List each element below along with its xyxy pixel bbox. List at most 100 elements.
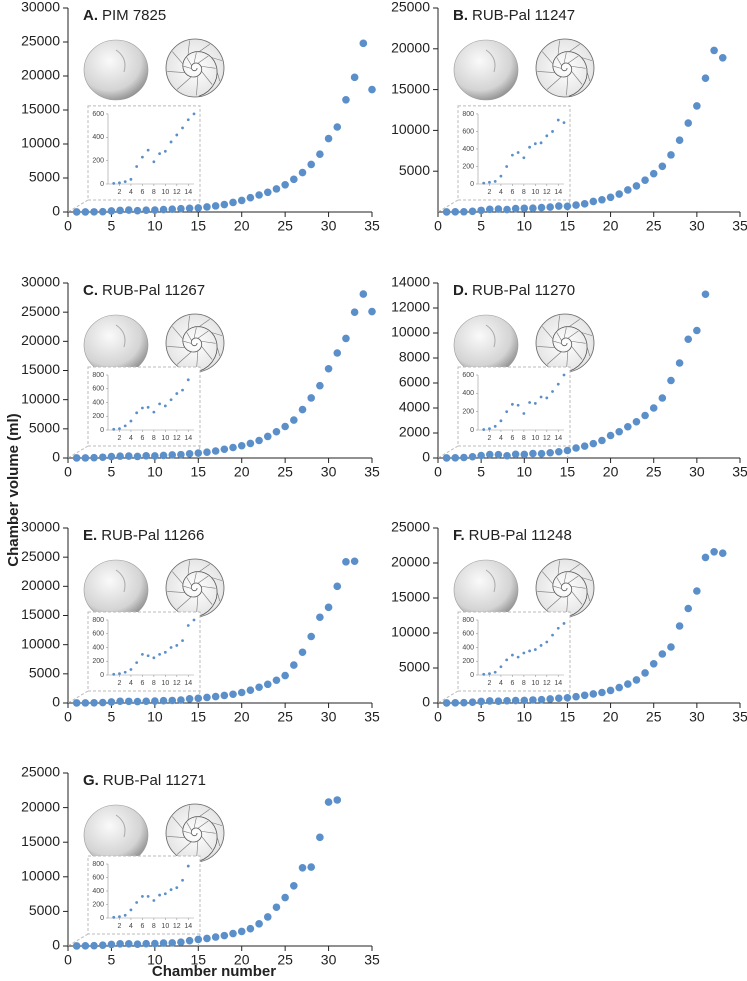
point <box>229 929 237 938</box>
y-tick-label: 15000 <box>21 833 60 849</box>
point <box>142 697 150 706</box>
point <box>151 697 159 705</box>
inset-point <box>186 118 190 122</box>
panel-title: C. RUB-Pal 11267 <box>83 282 205 299</box>
point <box>684 335 693 344</box>
point <box>220 200 229 209</box>
x-tick-label: 25 <box>277 464 293 480</box>
shell-septum <box>176 76 192 90</box>
inset-x-tick-label: 14 <box>184 435 192 442</box>
y-tick-label: 20000 <box>391 554 430 570</box>
inset-point <box>562 373 566 377</box>
inset-point <box>493 670 497 674</box>
point <box>211 447 220 455</box>
shell-septum <box>586 592 591 602</box>
x-tick-label: 0 <box>64 709 72 725</box>
inset-x-tick-label: 8 <box>522 680 526 687</box>
inset-point <box>112 427 116 431</box>
point <box>272 676 281 685</box>
y-tick-label: 25000 <box>21 764 60 780</box>
inset-y-tick-label: 0 <box>470 672 474 679</box>
y-tick-label: 20000 <box>391 40 430 56</box>
shell-septum <box>199 563 210 572</box>
inset-point <box>493 179 497 183</box>
shell-septum <box>557 315 560 331</box>
shell-spiral <box>182 326 218 372</box>
panel-title: E. RUB-Pal 11266 <box>83 527 204 544</box>
point <box>624 680 632 688</box>
point <box>368 85 376 94</box>
point <box>290 175 298 184</box>
inset-point <box>551 633 554 637</box>
inset-point <box>516 403 520 407</box>
y-tick-label: 30000 <box>21 274 60 290</box>
inset-point <box>482 672 486 676</box>
inset-y-tick-label: 400 <box>92 888 104 895</box>
x-tick-label: 10 <box>516 464 532 480</box>
inset-point <box>169 888 173 892</box>
inset-point <box>505 658 509 662</box>
point <box>494 450 503 459</box>
point <box>350 557 359 566</box>
shell-spiral <box>182 816 218 862</box>
inset-point <box>123 180 127 184</box>
y-tick-label: 10000 <box>391 624 430 640</box>
inset-x-tick-label: 12 <box>543 435 551 442</box>
x-tick-label: 20 <box>603 218 619 234</box>
shell-septum <box>183 830 192 834</box>
inset-point <box>186 378 190 382</box>
point <box>177 696 185 704</box>
point <box>520 204 529 213</box>
inset-y-tick-label: 200 <box>462 658 474 665</box>
point <box>159 205 168 214</box>
point <box>81 208 90 216</box>
y-tick-label: 15000 <box>21 361 60 377</box>
point <box>90 698 98 707</box>
inset-x-tick-label: 4 <box>129 680 133 687</box>
x-tick-label: 35 <box>364 952 380 968</box>
point <box>701 74 710 82</box>
inset-x-tick-label: 2 <box>118 923 122 930</box>
shell-images <box>453 558 595 621</box>
shell-septum <box>172 571 184 585</box>
inset-connector <box>67 933 89 947</box>
shell-septum <box>571 591 583 605</box>
x-tick-label: 35 <box>364 709 380 725</box>
shell-septum <box>537 591 555 593</box>
x-tick-label: 15 <box>560 218 576 234</box>
shell-septum <box>553 585 562 589</box>
point <box>211 933 220 941</box>
point <box>563 202 572 211</box>
point <box>272 427 281 436</box>
point <box>307 863 316 871</box>
inset-x-tick-label: 2 <box>118 680 122 687</box>
y-tick-label: 10000 <box>21 390 60 406</box>
shell-septum <box>553 65 562 69</box>
shell-septum <box>586 347 591 357</box>
point <box>572 201 580 209</box>
shell-septum <box>176 841 192 855</box>
point <box>649 169 658 178</box>
shell-images <box>83 558 225 621</box>
point <box>563 446 572 455</box>
point <box>229 198 237 207</box>
x-tick-label: 5 <box>477 218 485 234</box>
shell-septum <box>563 52 567 64</box>
point <box>511 204 520 213</box>
point <box>81 699 90 707</box>
point <box>263 680 272 689</box>
point <box>185 204 194 213</box>
y-tick-label: 10000 <box>391 121 430 137</box>
point <box>520 696 529 705</box>
inset-y-tick-label: 400 <box>462 146 474 153</box>
inset-y-tick-label: 600 <box>462 372 474 379</box>
point <box>290 416 298 424</box>
x-tick-label: 5 <box>108 464 116 480</box>
shell-side <box>453 39 519 101</box>
shell-septum <box>183 65 192 69</box>
shell-septum <box>193 572 197 584</box>
point <box>116 697 124 706</box>
shell-septum <box>193 52 197 64</box>
point <box>142 206 150 215</box>
y-tick-label: 10000 <box>21 135 60 151</box>
